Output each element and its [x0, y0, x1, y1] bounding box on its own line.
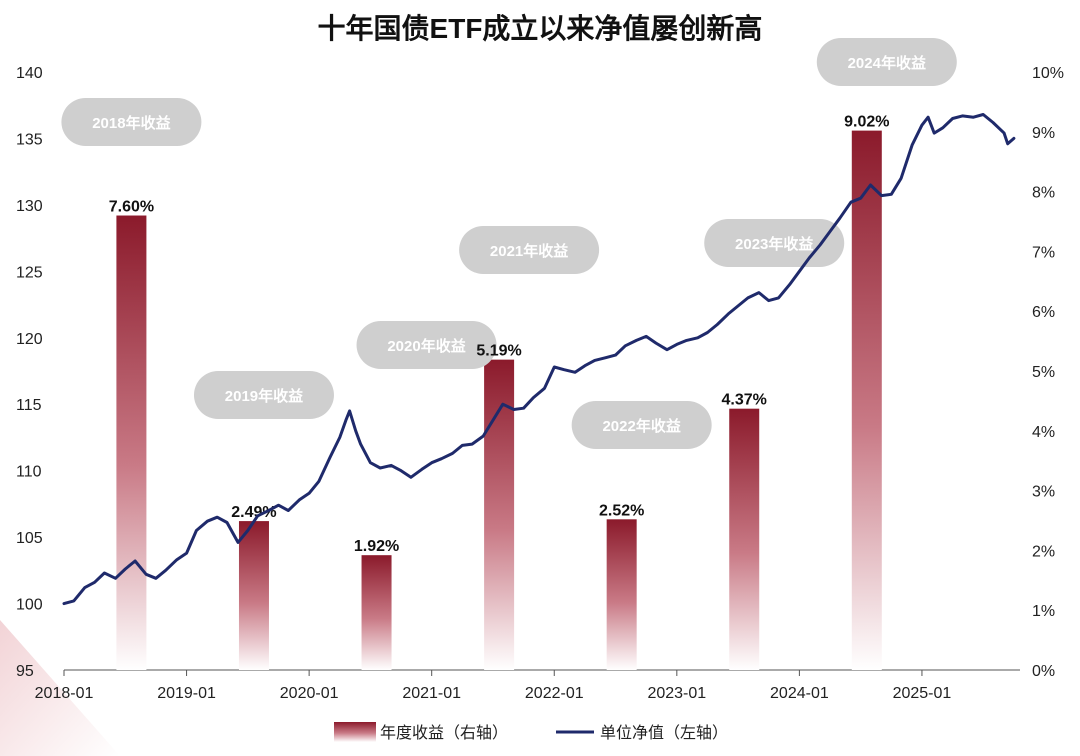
bar-value-label: 1.92%: [354, 538, 399, 555]
bar-value-label: 9.02%: [844, 114, 889, 131]
bar: [606, 519, 637, 670]
legend-bar-label: 年度收益（右轴）: [380, 724, 508, 742]
x-tick-label: 2021-01: [402, 685, 461, 702]
bar: [116, 215, 147, 670]
corner-decoration: [0, 620, 120, 756]
left-tick-label: 95: [16, 663, 34, 680]
x-tick-label: 2019-01: [157, 685, 216, 702]
right-axis: 0% 1% 2% 3% 4% 5% 6% 7% 8% 9% 10%: [1032, 65, 1064, 680]
bar-value-label: 5.19%: [476, 343, 521, 360]
bar: [729, 408, 760, 670]
right-tick-label: 8%: [1032, 185, 1055, 202]
left-tick-label: 115: [16, 397, 42, 414]
right-tick-label: 4%: [1032, 424, 1055, 441]
callout-pill: [459, 226, 600, 274]
callout-label: 2021年收益: [490, 242, 568, 260]
bar-value-label: 2.52%: [599, 502, 644, 519]
callout-label: 2022年收益: [602, 417, 680, 435]
right-tick-label: 5%: [1032, 364, 1055, 381]
chart-title: 十年国债ETF成立以来净值屡创新高: [318, 12, 763, 44]
callout-pill: [356, 321, 497, 369]
callout-label: 2019年收益: [225, 387, 303, 405]
callout-pill: [571, 401, 712, 449]
left-tick-label: 105: [16, 530, 43, 547]
left-axis: 95 100 105 110 115 120 125 130 135 140: [16, 65, 43, 680]
nav-line: [62, 113, 1016, 606]
bar-series: [116, 130, 882, 670]
callout-label: 2020年收益: [387, 337, 465, 355]
x-axis: 2018-01 2019-01 2020-01 2021-01 2022-01 2023-…: [35, 670, 952, 702]
left-tick-label: 130: [16, 198, 43, 215]
left-tick-label: 135: [16, 131, 43, 148]
x-tick-label: 2022-01: [525, 685, 584, 702]
right-tick-label: 6%: [1032, 304, 1055, 321]
callouts: 2018年收益 2019年收益 2020年收益 2021年收益 2022年收益 2023年…: [61, 38, 957, 449]
legend-bar-swatch: [334, 722, 376, 742]
right-tick-label: 7%: [1032, 244, 1055, 261]
callout-pill: [193, 371, 334, 419]
bar: [851, 130, 882, 670]
callout-label: 2024年收益: [848, 54, 926, 72]
left-tick-label: 140: [16, 65, 43, 82]
right-tick-label: 10%: [1032, 65, 1064, 82]
x-tick-label: 2025-01: [893, 685, 952, 702]
callout-pill: [61, 98, 202, 146]
callout-label: 2018年收益: [92, 114, 170, 132]
bar-labels: 7.60% 2.49% 1.92% 5.19% 2.52% 4.37% 9.02%: [109, 114, 890, 556]
right-tick-label: 9%: [1032, 125, 1055, 142]
bar-value-label: 2.49%: [231, 504, 276, 521]
right-tick-label: 3%: [1032, 484, 1055, 501]
x-tick-label: 2023-01: [647, 685, 706, 702]
bar-value-label: 7.60%: [109, 199, 154, 216]
callout-label: 2023年收益: [735, 235, 813, 253]
left-tick-label: 120: [16, 331, 43, 348]
right-tick-label: 0%: [1032, 663, 1055, 680]
right-tick-label: 2%: [1032, 543, 1055, 560]
legend: 年度收益（右轴） 单位净值（左轴）: [334, 722, 728, 742]
legend-line-label: 单位净值（左轴）: [600, 724, 728, 742]
bar: [361, 555, 392, 670]
left-tick-label: 125: [16, 264, 43, 281]
bar-value-label: 4.37%: [722, 392, 767, 409]
left-tick-label: 100: [16, 597, 43, 614]
right-tick-label: 1%: [1032, 603, 1055, 620]
x-tick-label: 2020-01: [280, 685, 339, 702]
bar: [238, 521, 269, 670]
x-tick-label: 2018-01: [35, 685, 94, 702]
left-tick-label: 110: [16, 464, 42, 481]
x-tick-label: 2024-01: [770, 685, 829, 702]
callout-pill: [704, 219, 845, 267]
callout-pill: [816, 38, 957, 86]
